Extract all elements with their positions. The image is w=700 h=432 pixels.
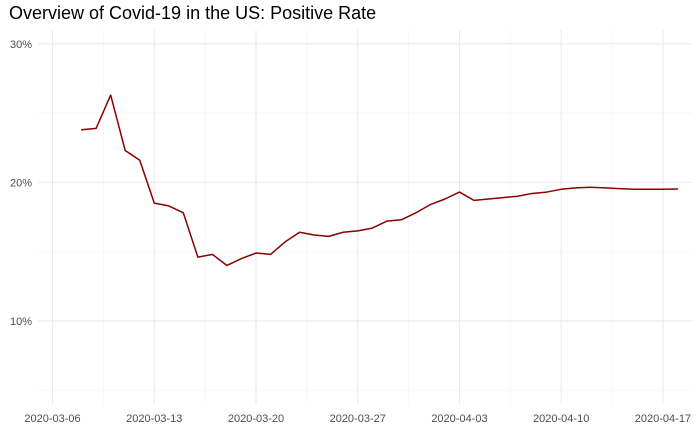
major-gridlines <box>38 30 692 404</box>
y-tick-label: 20% <box>10 177 32 189</box>
x-tick-label: 2020-03-13 <box>126 413 182 425</box>
x-tick-label: 2020-03-20 <box>228 413 284 425</box>
x-tick-label: 2020-04-10 <box>533 413 589 425</box>
x-tick-labels: 2020-03-06 2020-03-13 2020-03-20 2020-03-27… <box>24 413 691 425</box>
y-tick-labels: 10% 20% 30% <box>10 39 32 328</box>
x-tick-label: 2020-04-17 <box>635 413 691 425</box>
x-tick-label: 2020-03-06 <box>24 413 80 425</box>
x-tick-label: 2020-03-27 <box>330 413 386 425</box>
series-layer <box>80 94 679 267</box>
minor-gridlines <box>38 30 692 404</box>
y-tick-label: 30% <box>10 39 32 51</box>
y-tick-label: 10% <box>10 316 32 328</box>
chart-title: Overview of Covid-19 in the US: Positive… <box>9 3 377 23</box>
positive-rate-line <box>80 94 679 267</box>
x-tick-label: 2020-04-03 <box>431 413 487 425</box>
